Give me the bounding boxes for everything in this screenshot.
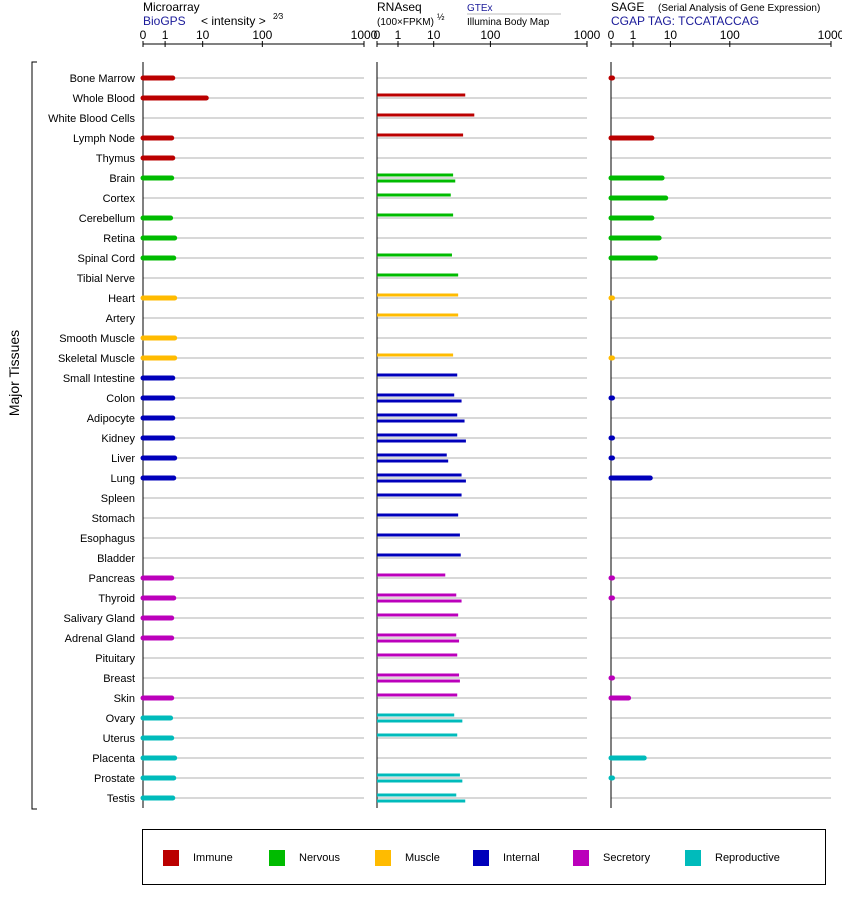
tissue-label: Cerebellum [79,213,135,225]
legend-swatch [375,850,391,866]
rnaseq-tick-label: 10 [427,28,441,42]
tissue-label: Spinal Cord [78,253,135,265]
legend-item-muscle: Muscle [375,850,440,866]
microarray-subtitle: BioGPS [143,14,186,28]
tissue-label: Retina [103,233,136,245]
tissue-label: Adrenal Gland [65,633,135,645]
microarray-tick-label: 1 [162,28,169,42]
rnaseq-title: RNAseq [377,0,422,14]
sage-title: SAGE [611,0,644,14]
rnaseq-tick-label: 100 [480,28,500,42]
legend-swatch [163,850,179,866]
tissue-label: Thyroid [98,593,135,605]
side-label: Major Tissues [6,330,22,416]
tissue-label: Uterus [103,733,136,745]
tissue-label: Prostate [94,773,135,785]
legend-label: Muscle [405,852,440,864]
legend-label: Immune [193,852,233,864]
sage-tick-label: 0 [608,28,615,42]
microarray-tick-label: 100 [252,28,272,42]
tissue-label: Testis [107,793,136,805]
tissue-label: Tibial Nerve [77,273,135,285]
tissue-label: Lymph Node [73,133,135,145]
legend-swatch [573,850,589,866]
rnaseq-scale-exponent: ½ [437,12,445,22]
tissue-label: Breast [103,673,135,685]
microarray-tick-label: 1000 [351,28,378,42]
legend-item-secretory: Secretory [573,850,650,866]
tissue-label: Placenta [92,753,136,765]
rnaseq-scale-note: (100×FPKM) [377,17,434,28]
microarray-scale-exponent: 2⁄3 [273,12,284,21]
tissue-label: Kidney [101,433,135,445]
sage-title-note: (Serial Analysis of Gene Expression) [658,3,820,14]
tissue-label: Cortex [103,193,136,205]
tissue-label: Artery [106,313,136,325]
tissue-label: Brain [109,173,135,185]
tissue-label: Salivary Gland [63,613,135,625]
tissue-label: Stomach [92,513,135,525]
sage-tick-label: 1 [630,28,637,42]
tissue-label: Bone Marrow [70,73,135,85]
legend-swatch [473,850,489,866]
tissue-label: Liver [111,453,135,465]
tissue-label: Pancreas [89,573,136,585]
tissue-label: Pituitary [95,653,135,665]
legend-label: Internal [503,852,540,864]
legend-label: Reproductive [715,852,780,864]
tissue-label: Bladder [97,553,135,565]
side-bracket [31,61,37,810]
tissue-label: Lung [111,473,135,485]
rnaseq-source-ibm: Illumina Body Map [467,17,550,28]
legend-item-reproductive: Reproductive [685,850,780,866]
legend-item-nervous: Nervous [269,850,340,866]
microarray-scale-note: < intensity > [201,14,266,28]
legend-swatch [269,850,285,866]
microarray-title: Microarray [143,0,200,14]
tissue-label: Whole Blood [73,93,135,105]
legend-label: Nervous [299,852,340,864]
legend: Immune Nervous Muscle Internal Secretory Repr… [142,829,826,885]
tissue-label: Thymus [96,153,136,165]
microarray-tick-label: 0 [140,28,147,42]
tissue-label: Skeletal Muscle [58,353,135,365]
sage-tick-label: 10 [664,28,678,42]
sage-tag-line: CGAP TAG: TCCATACCAG [611,14,759,28]
tissue-label: Heart [108,293,135,305]
tissue-label: Ovary [106,713,136,725]
tissue-label: Adipocyte [87,413,135,425]
legend-swatch [685,850,701,866]
rnaseq-tick-label: 1000 [574,28,601,42]
tissue-label: Colon [106,393,135,405]
legend-item-immune: Immune [163,850,233,866]
tissue-label: White Blood Cells [48,113,135,125]
rnaseq-tick-label: 1 [395,28,402,42]
microarray-tick-label: 10 [196,28,210,42]
tissue-label: Smooth Muscle [59,333,135,345]
tissue-label: Skin [114,693,135,705]
legend-label: Secretory [603,852,651,864]
legend-item-internal: Internal [473,850,540,866]
rnaseq-tick-label: 0 [374,28,381,42]
sage-tick-label: 100 [720,28,740,42]
rnaseq-source-gtex: GTEx [467,3,493,14]
tissue-label: Small Intestine [63,373,135,385]
tissue-label: Spleen [101,493,135,505]
tissue-label: Esophagus [80,533,136,545]
sage-tick-label: 1000 [818,28,842,42]
